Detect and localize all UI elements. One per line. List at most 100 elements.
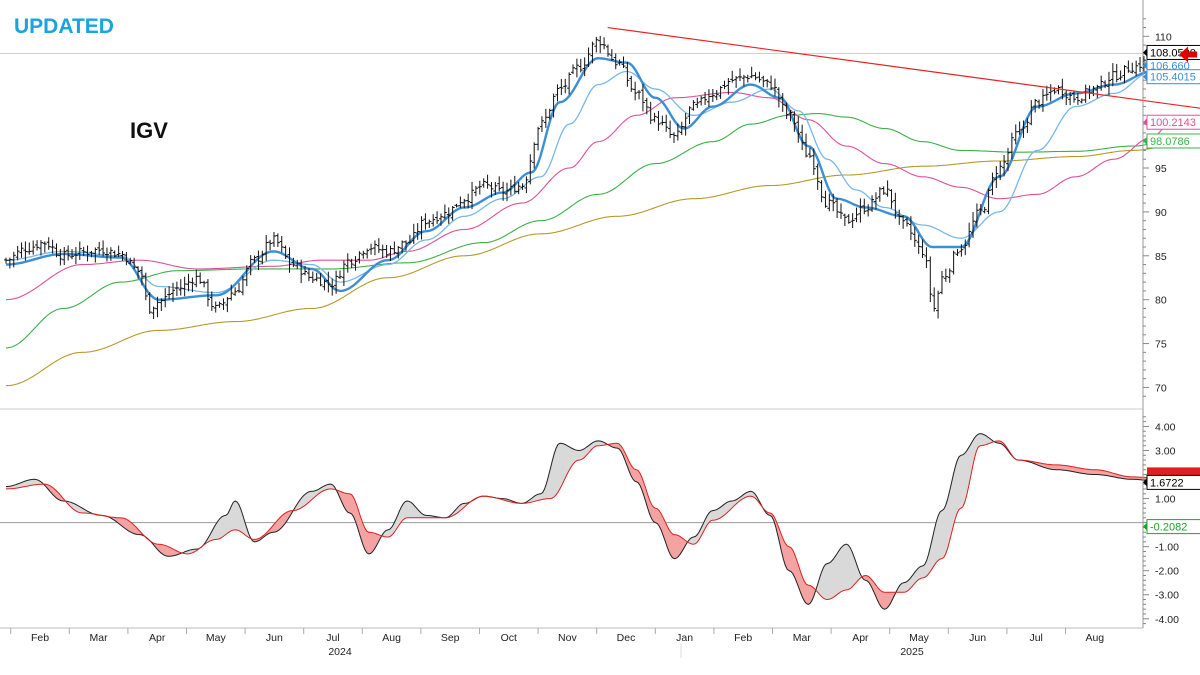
price-bar — [551, 93, 556, 118]
price-bar — [784, 102, 789, 120]
price-bar — [1064, 89, 1069, 106]
price-bar — [466, 193, 471, 209]
price-bar — [916, 234, 921, 254]
price-bar — [648, 101, 653, 125]
price-bar — [823, 190, 828, 208]
price-bar — [804, 133, 809, 158]
price-bar — [877, 187, 882, 202]
price-bar — [967, 222, 972, 248]
price-bar — [730, 70, 735, 83]
month-label: May — [909, 632, 930, 644]
tag-ma-medium-pointer — [1143, 61, 1147, 70]
signal-line — [6, 440, 1172, 601]
price-bar — [326, 271, 331, 293]
price-bar — [683, 113, 688, 136]
price-bar — [1079, 98, 1084, 104]
price-bar — [543, 108, 548, 128]
price-bar — [726, 77, 731, 95]
price-bar — [225, 296, 230, 313]
macd-tick-label: 3.00 — [1155, 445, 1176, 457]
price-bar — [691, 100, 696, 111]
price-bar — [1009, 132, 1014, 160]
month-label: Aug — [382, 632, 401, 644]
price-bar — [660, 115, 665, 126]
price-bar — [462, 198, 467, 209]
price-bar — [252, 255, 257, 263]
price-bar — [959, 244, 964, 257]
price-bar — [819, 180, 824, 203]
price-bar — [621, 56, 626, 68]
month-label: Jan — [676, 632, 693, 644]
price-bar — [703, 91, 708, 105]
price-bar — [539, 116, 544, 132]
price-tick-label: 95 — [1155, 163, 1167, 175]
price-bar — [31, 240, 36, 255]
price-bar — [365, 248, 370, 259]
price-bar — [244, 265, 249, 287]
price-bar — [407, 234, 412, 245]
price-bar — [101, 240, 106, 257]
price-bar — [73, 247, 78, 265]
price-bar — [400, 240, 405, 254]
price-bar — [209, 291, 214, 311]
tag-ma-50-text: 100.2143 — [1150, 117, 1196, 129]
price-bar — [178, 279, 183, 296]
price-bar — [574, 58, 579, 78]
month-label: Nov — [558, 632, 577, 644]
price-bar — [1118, 70, 1123, 81]
price-bar — [58, 248, 63, 266]
ticker-label: IGV — [130, 118, 168, 143]
price-bar — [139, 266, 144, 286]
price-bar — [769, 75, 774, 91]
month-label: Mar — [90, 632, 109, 644]
price-bar — [4, 257, 8, 264]
price-bar — [7, 257, 12, 269]
price-bar — [761, 75, 766, 88]
price-bar — [629, 75, 634, 92]
price-bar — [738, 68, 743, 82]
price-bar — [423, 213, 428, 230]
price-bar — [481, 178, 486, 188]
price-bar — [994, 166, 999, 188]
price-bar — [411, 223, 416, 244]
month-label: Feb — [31, 632, 49, 644]
price-bar — [1002, 154, 1007, 177]
price-bar — [536, 126, 541, 151]
price-bar — [1029, 100, 1034, 126]
price-bar — [788, 110, 793, 122]
price-bar — [1005, 147, 1010, 172]
price-bars — [4, 35, 1174, 320]
price-bar — [893, 192, 898, 219]
price-bar — [143, 272, 148, 301]
price-bar — [951, 250, 956, 275]
price-bar — [924, 247, 929, 269]
price-bar — [120, 250, 125, 261]
price-bar — [835, 197, 840, 218]
month-label: Feb — [734, 632, 752, 644]
price-bar — [602, 37, 607, 50]
price-bar — [431, 214, 436, 227]
price-bar — [170, 282, 175, 303]
price-bar — [136, 266, 141, 279]
price-bar — [38, 240, 43, 256]
price-bar — [559, 78, 564, 96]
price-bar — [920, 239, 925, 259]
price-bar — [1134, 60, 1139, 77]
tag-ma-fast-text: 105.4015 — [1150, 72, 1196, 84]
price-bar — [194, 269, 199, 288]
price-bar — [671, 132, 676, 143]
price-bar — [372, 240, 377, 256]
last-value-tags: 106.660108.0500105.4015100.214398.07861.… — [1143, 44, 1200, 535]
price-bar — [741, 74, 746, 87]
price-bar — [609, 49, 614, 61]
price-bar — [1110, 63, 1115, 87]
price-bar — [70, 249, 75, 260]
price-bar — [889, 189, 894, 209]
tag-ma-100-text: 98.0786 — [1150, 136, 1190, 148]
price-bar — [66, 245, 71, 261]
price-bar — [81, 246, 86, 256]
price-bar — [714, 90, 719, 101]
price-bar — [485, 174, 490, 189]
price-bar — [442, 204, 447, 220]
price-bar — [419, 216, 424, 240]
